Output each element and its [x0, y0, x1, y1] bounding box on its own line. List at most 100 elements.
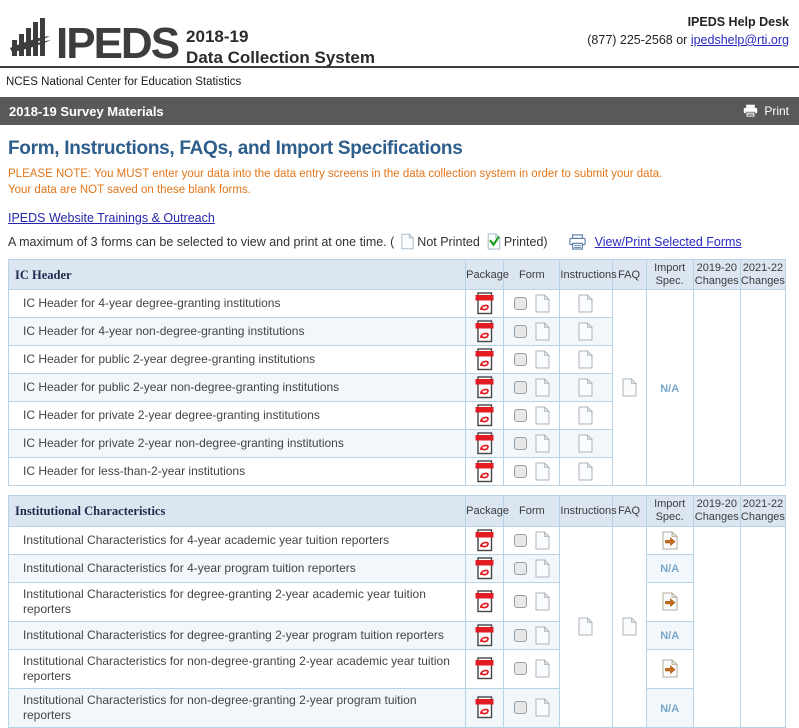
form-select-checkbox[interactable]	[513, 297, 527, 311]
pdf-package-icon[interactable]	[475, 657, 494, 680]
pdf-package-icon[interactable]	[475, 529, 494, 552]
instructions-page-icon[interactable]	[578, 617, 594, 636]
import-spec-cell: N/A	[645, 553, 694, 583]
form-select-checkbox[interactable]	[513, 465, 527, 479]
table-row: IC Header for private 2-year degree-gran…	[7, 401, 786, 431]
instructions-page-icon[interactable]	[578, 378, 594, 397]
pdf-package-icon[interactable]	[475, 404, 494, 427]
faq-page-icon[interactable]	[622, 617, 637, 636]
system-title-year: 2018-19	[186, 27, 249, 47]
view-print-selected-link[interactable]: View/Print Selected Forms	[594, 234, 742, 249]
form-select-checkbox[interactable]	[513, 409, 527, 423]
printed-icon	[487, 233, 501, 250]
form-select-checkbox[interactable]	[513, 561, 527, 575]
import-spec-icon[interactable]	[662, 530, 678, 550]
instructions-page-icon[interactable]	[578, 434, 594, 453]
help-desk-phone: (877) 225-2568	[587, 33, 673, 47]
table-row: Institutional Characteristics for 4-year…	[7, 553, 786, 583]
form-name-cell: Institutional Characteristics for degree…	[7, 620, 467, 650]
not-printed-icon	[401, 233, 415, 250]
form-page-icon[interactable]	[535, 698, 550, 717]
instructions-cell	[559, 345, 613, 375]
pdf-package-icon[interactable]	[475, 696, 494, 719]
view-print-selected[interactable]: View/Print Selected Forms	[566, 233, 742, 250]
form-select-checkbox[interactable]	[513, 533, 527, 547]
import-spec-icon[interactable]	[662, 592, 678, 611]
pdf-package-icon[interactable]	[475, 292, 494, 315]
form-page-icon[interactable]	[535, 406, 550, 425]
column-header: 2019-20 Changes	[692, 495, 741, 527]
pdf-package-icon[interactable]	[475, 460, 494, 483]
instructions-cell	[559, 317, 613, 347]
form-page-icon[interactable]	[535, 434, 550, 453]
column-header: Form	[503, 259, 561, 291]
form-name-cell: IC Header for 4-year degree-granting ins…	[7, 289, 467, 319]
instructions-page-icon[interactable]	[578, 406, 594, 425]
form-name-cell: IC Header for public 2-year non-degree-g…	[7, 373, 467, 403]
pdf-package-icon[interactable]	[475, 348, 494, 371]
import-spec-cell: N/A	[645, 687, 694, 728]
column-header: Instructions	[559, 495, 617, 527]
form-select-checkbox[interactable]	[513, 701, 527, 715]
instructions-page-icon[interactable]	[578, 462, 594, 481]
form-select-checkbox[interactable]	[513, 628, 527, 642]
form-name-cell: Institutional Characteristics for non-de…	[7, 648, 467, 689]
import-spec-icon[interactable]	[662, 659, 678, 678]
pdf-package-icon[interactable]	[475, 590, 494, 613]
import-spec-cell	[645, 525, 694, 555]
form-select-checkbox[interactable]	[513, 595, 527, 609]
instructions-page-icon[interactable]	[578, 322, 594, 341]
instructions-page-icon[interactable]	[578, 294, 594, 313]
help-desk: IPEDS Help Desk (877) 225-2568 or ipedsh…	[587, 15, 789, 47]
pdf-package-icon[interactable]	[475, 557, 494, 580]
print-button-label: Print	[764, 104, 789, 118]
import-spec-cell	[645, 648, 694, 689]
package-cell	[465, 687, 505, 728]
pdf-package-icon[interactable]	[475, 320, 494, 343]
instructions-page-icon[interactable]	[578, 350, 594, 369]
faq-page-icon[interactable]	[622, 378, 637, 397]
faq-merged-cell	[611, 289, 647, 487]
max-forms-text: A maximum of 3 forms can be selected to …	[8, 234, 395, 249]
form-page-icon[interactable]	[535, 625, 550, 645]
help-desk-or: or	[676, 33, 688, 47]
form-select-checkbox[interactable]	[513, 353, 527, 367]
form-page-icon[interactable]	[535, 378, 550, 397]
form-name-cell: Institutional Characteristics for non-de…	[7, 687, 467, 728]
form-cell	[503, 581, 561, 622]
help-desk-title: IPEDS Help Desk	[687, 15, 789, 29]
help-desk-email-link[interactable]: ipedshelp@rti.org	[690, 33, 789, 47]
form-cell	[503, 620, 561, 650]
form-page-icon[interactable]	[535, 558, 550, 578]
trainings-outreach-link[interactable]: IPEDS Website Trainings & Outreach	[8, 211, 215, 226]
form-select-checkbox[interactable]	[513, 662, 527, 676]
na-label: N/A	[660, 630, 680, 643]
column-header: Instructions	[559, 259, 617, 291]
form-page-icon[interactable]	[535, 322, 550, 341]
column-header: Package	[465, 259, 509, 291]
pdf-package-icon[interactable]	[475, 624, 494, 647]
form-select-checkbox[interactable]	[513, 325, 527, 339]
please-note-line2: Your data are NOT saved on these blank f…	[8, 184, 251, 197]
package-cell	[465, 401, 505, 431]
form-page-icon[interactable]	[535, 659, 550, 678]
form-select-checkbox[interactable]	[513, 381, 527, 395]
table-row: Institutional Characteristics for 4-year…	[7, 525, 787, 728]
form-page-icon[interactable]	[535, 530, 550, 550]
column-header: 2019-20 Changes	[692, 259, 741, 291]
pdf-package-icon[interactable]	[475, 432, 494, 455]
form-select-checkbox[interactable]	[513, 437, 527, 451]
print-button[interactable]: Print	[743, 104, 789, 118]
changes-2019-20-cell	[692, 525, 741, 728]
printed-label: Printed)	[503, 234, 548, 249]
form-cell	[503, 429, 561, 459]
pdf-package-icon[interactable]	[475, 376, 494, 399]
form-page-icon[interactable]	[535, 462, 550, 481]
form-page-icon[interactable]	[535, 294, 550, 313]
form-page-icon[interactable]	[535, 592, 550, 611]
na-label: N/A	[660, 382, 680, 395]
table-row: IC Header for 4-year non-degree-granting…	[7, 317, 786, 347]
form-cell	[503, 373, 561, 403]
import-spec-merged-cell: N/A	[645, 289, 694, 487]
form-page-icon[interactable]	[535, 350, 550, 369]
